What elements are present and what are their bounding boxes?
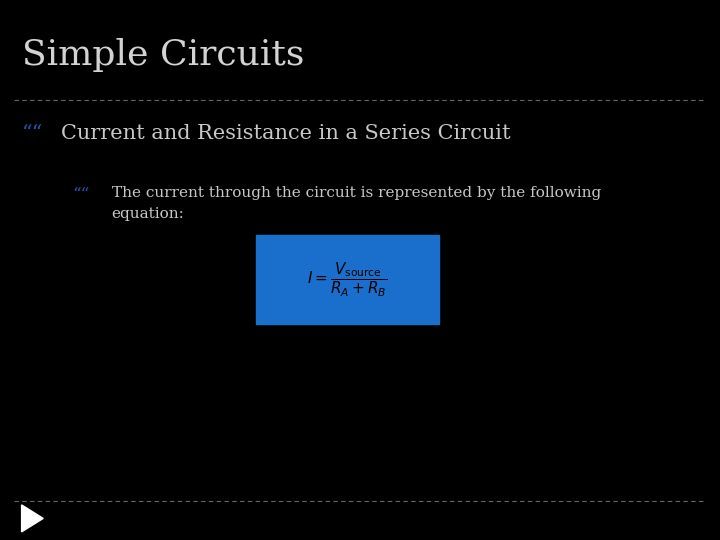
Text: The current through the circuit is represented by the following
equation:: The current through the circuit is repre… [112, 186, 601, 221]
Text: ““: ““ [72, 186, 89, 203]
Text: ““: ““ [22, 124, 43, 143]
Polygon shape [22, 505, 43, 532]
Bar [256, 235, 439, 324]
Text: Current and Resistance in a Series Circuit: Current and Resistance in a Series Circu… [61, 124, 510, 143]
Text: Simple Circuits: Simple Circuits [22, 38, 304, 72]
Text: $I = \dfrac{V_{\mathrm{source}}}{R_A + R_B}$: $I = \dfrac{V_{\mathrm{source}}}{R_A + R… [307, 260, 388, 299]
